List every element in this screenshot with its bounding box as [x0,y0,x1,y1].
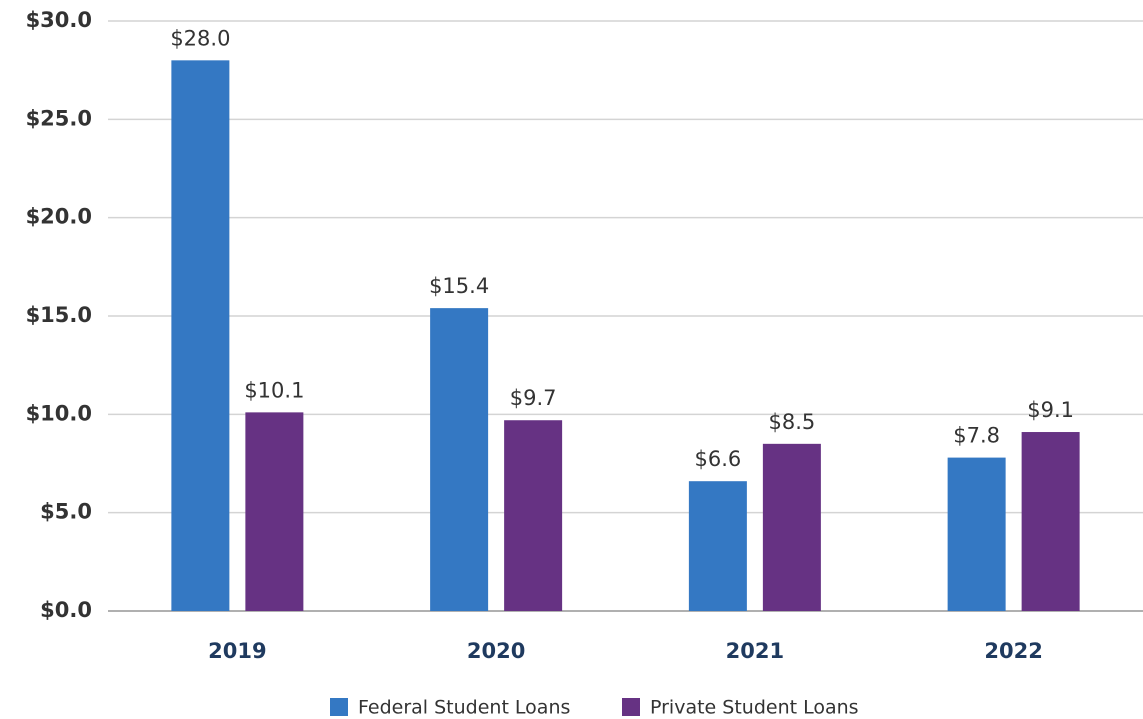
y-tick-label: $0.0 [40,598,92,622]
bar [688,481,747,611]
y-tick-label: $25.0 [26,106,92,130]
bar [762,443,821,611]
y-tick-label: $20.0 [26,205,92,229]
x-tick-label: 2020 [467,639,525,663]
value-label: $9.7 [510,386,557,410]
y-tick-label: $15.0 [26,303,92,327]
x-tick-label: 2021 [726,639,784,663]
y-tick-label: $30.0 [26,8,92,32]
legend-label: Private Student Loans [650,697,859,719]
bar [504,420,563,611]
bar [1021,432,1080,611]
bar [245,412,304,611]
legend-label: Federal Student Loans [358,697,570,719]
y-tick-label: $10.0 [26,401,92,425]
legend-swatch [330,698,348,716]
value-label: $28.0 [170,26,230,50]
value-label: $15.4 [429,274,489,298]
x-tick-label: 2019 [208,639,266,663]
value-label: $10.1 [244,378,304,402]
value-label: $6.6 [694,447,741,471]
value-label: $7.8 [953,424,1000,448]
legend-swatch [622,698,640,716]
bar [171,60,230,612]
bar [947,457,1006,611]
bar [430,308,489,611]
x-tick-label: 2022 [984,639,1042,663]
value-label: $9.1 [1027,398,1074,422]
y-tick-label: $5.0 [40,500,92,524]
value-label: $8.5 [768,410,815,434]
